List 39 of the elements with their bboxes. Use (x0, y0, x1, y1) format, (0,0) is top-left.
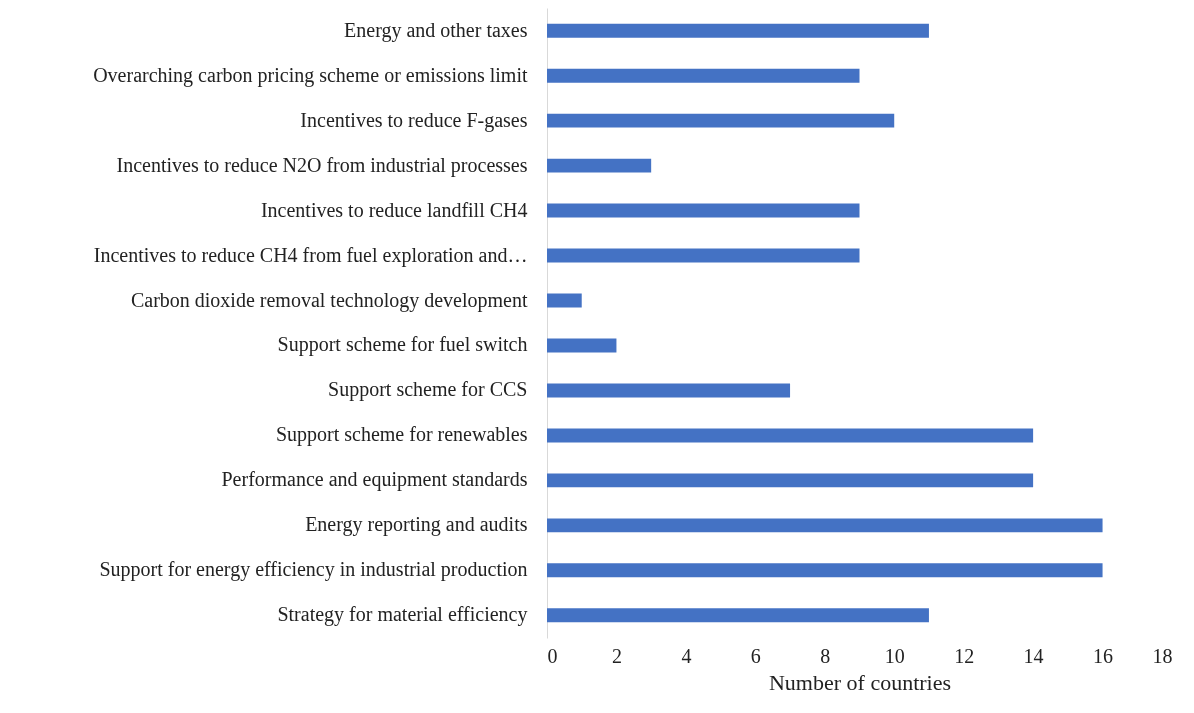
bar (547, 563, 1103, 578)
y-tick-label: Energy and other taxes (344, 18, 528, 42)
y-tick-label: Incentives to reduce CH4 from fuel exploration and… (93, 243, 528, 267)
bar (547, 68, 860, 83)
y-tick-label: Incentives to reduce landfill CH4 (260, 198, 528, 221)
bar (547, 518, 1103, 533)
y-tick-label: Support scheme for CCS (328, 378, 528, 402)
x-tick-label: 16 (1093, 644, 1114, 667)
y-tick-label: Support scheme for fuel switch (277, 333, 528, 357)
y-tick-label: Energy reporting and audits (305, 513, 528, 537)
y-tick-label: Carbon dioxide removal technology development (130, 288, 528, 312)
bar (547, 23, 929, 38)
bar (547, 203, 860, 218)
y-tick-label: Support for energy efficiency in industrial production (99, 558, 528, 582)
x-tick-label: 2 (611, 644, 622, 667)
x-tick-label: 14 (1023, 644, 1044, 667)
y-tick-label: Strategy for material efficiency (277, 603, 528, 627)
y-tick-label: Support scheme for renewables (275, 423, 528, 447)
bar (547, 608, 929, 623)
y-tick-label: Performance and equipment standards (221, 468, 528, 492)
x-tick-label: 8 (820, 644, 831, 667)
bar (547, 293, 582, 308)
bar (547, 473, 1034, 488)
bar (547, 428, 1034, 443)
x-tick-label: 10 (884, 644, 905, 667)
x-tick-label: 18 (1152, 644, 1173, 667)
bar (547, 338, 617, 353)
bar (547, 248, 860, 263)
x-tick-label: 6 (750, 644, 761, 667)
y-tick-label: Overarching carbon pricing scheme or emissions limit (93, 63, 528, 87)
x-axis-title: Number of countries (768, 669, 952, 695)
x-tick-label: 0 (547, 644, 558, 667)
x-tick-label: 12 (954, 644, 975, 667)
bar (547, 113, 895, 128)
bar (547, 158, 652, 173)
y-tick-label: Incentives to reduce F-gases (300, 108, 528, 132)
y-tick-label: Incentives to reduce N2O from industrial processes (116, 153, 528, 177)
bar (547, 383, 791, 398)
x-tick-label: 4 (681, 644, 692, 667)
